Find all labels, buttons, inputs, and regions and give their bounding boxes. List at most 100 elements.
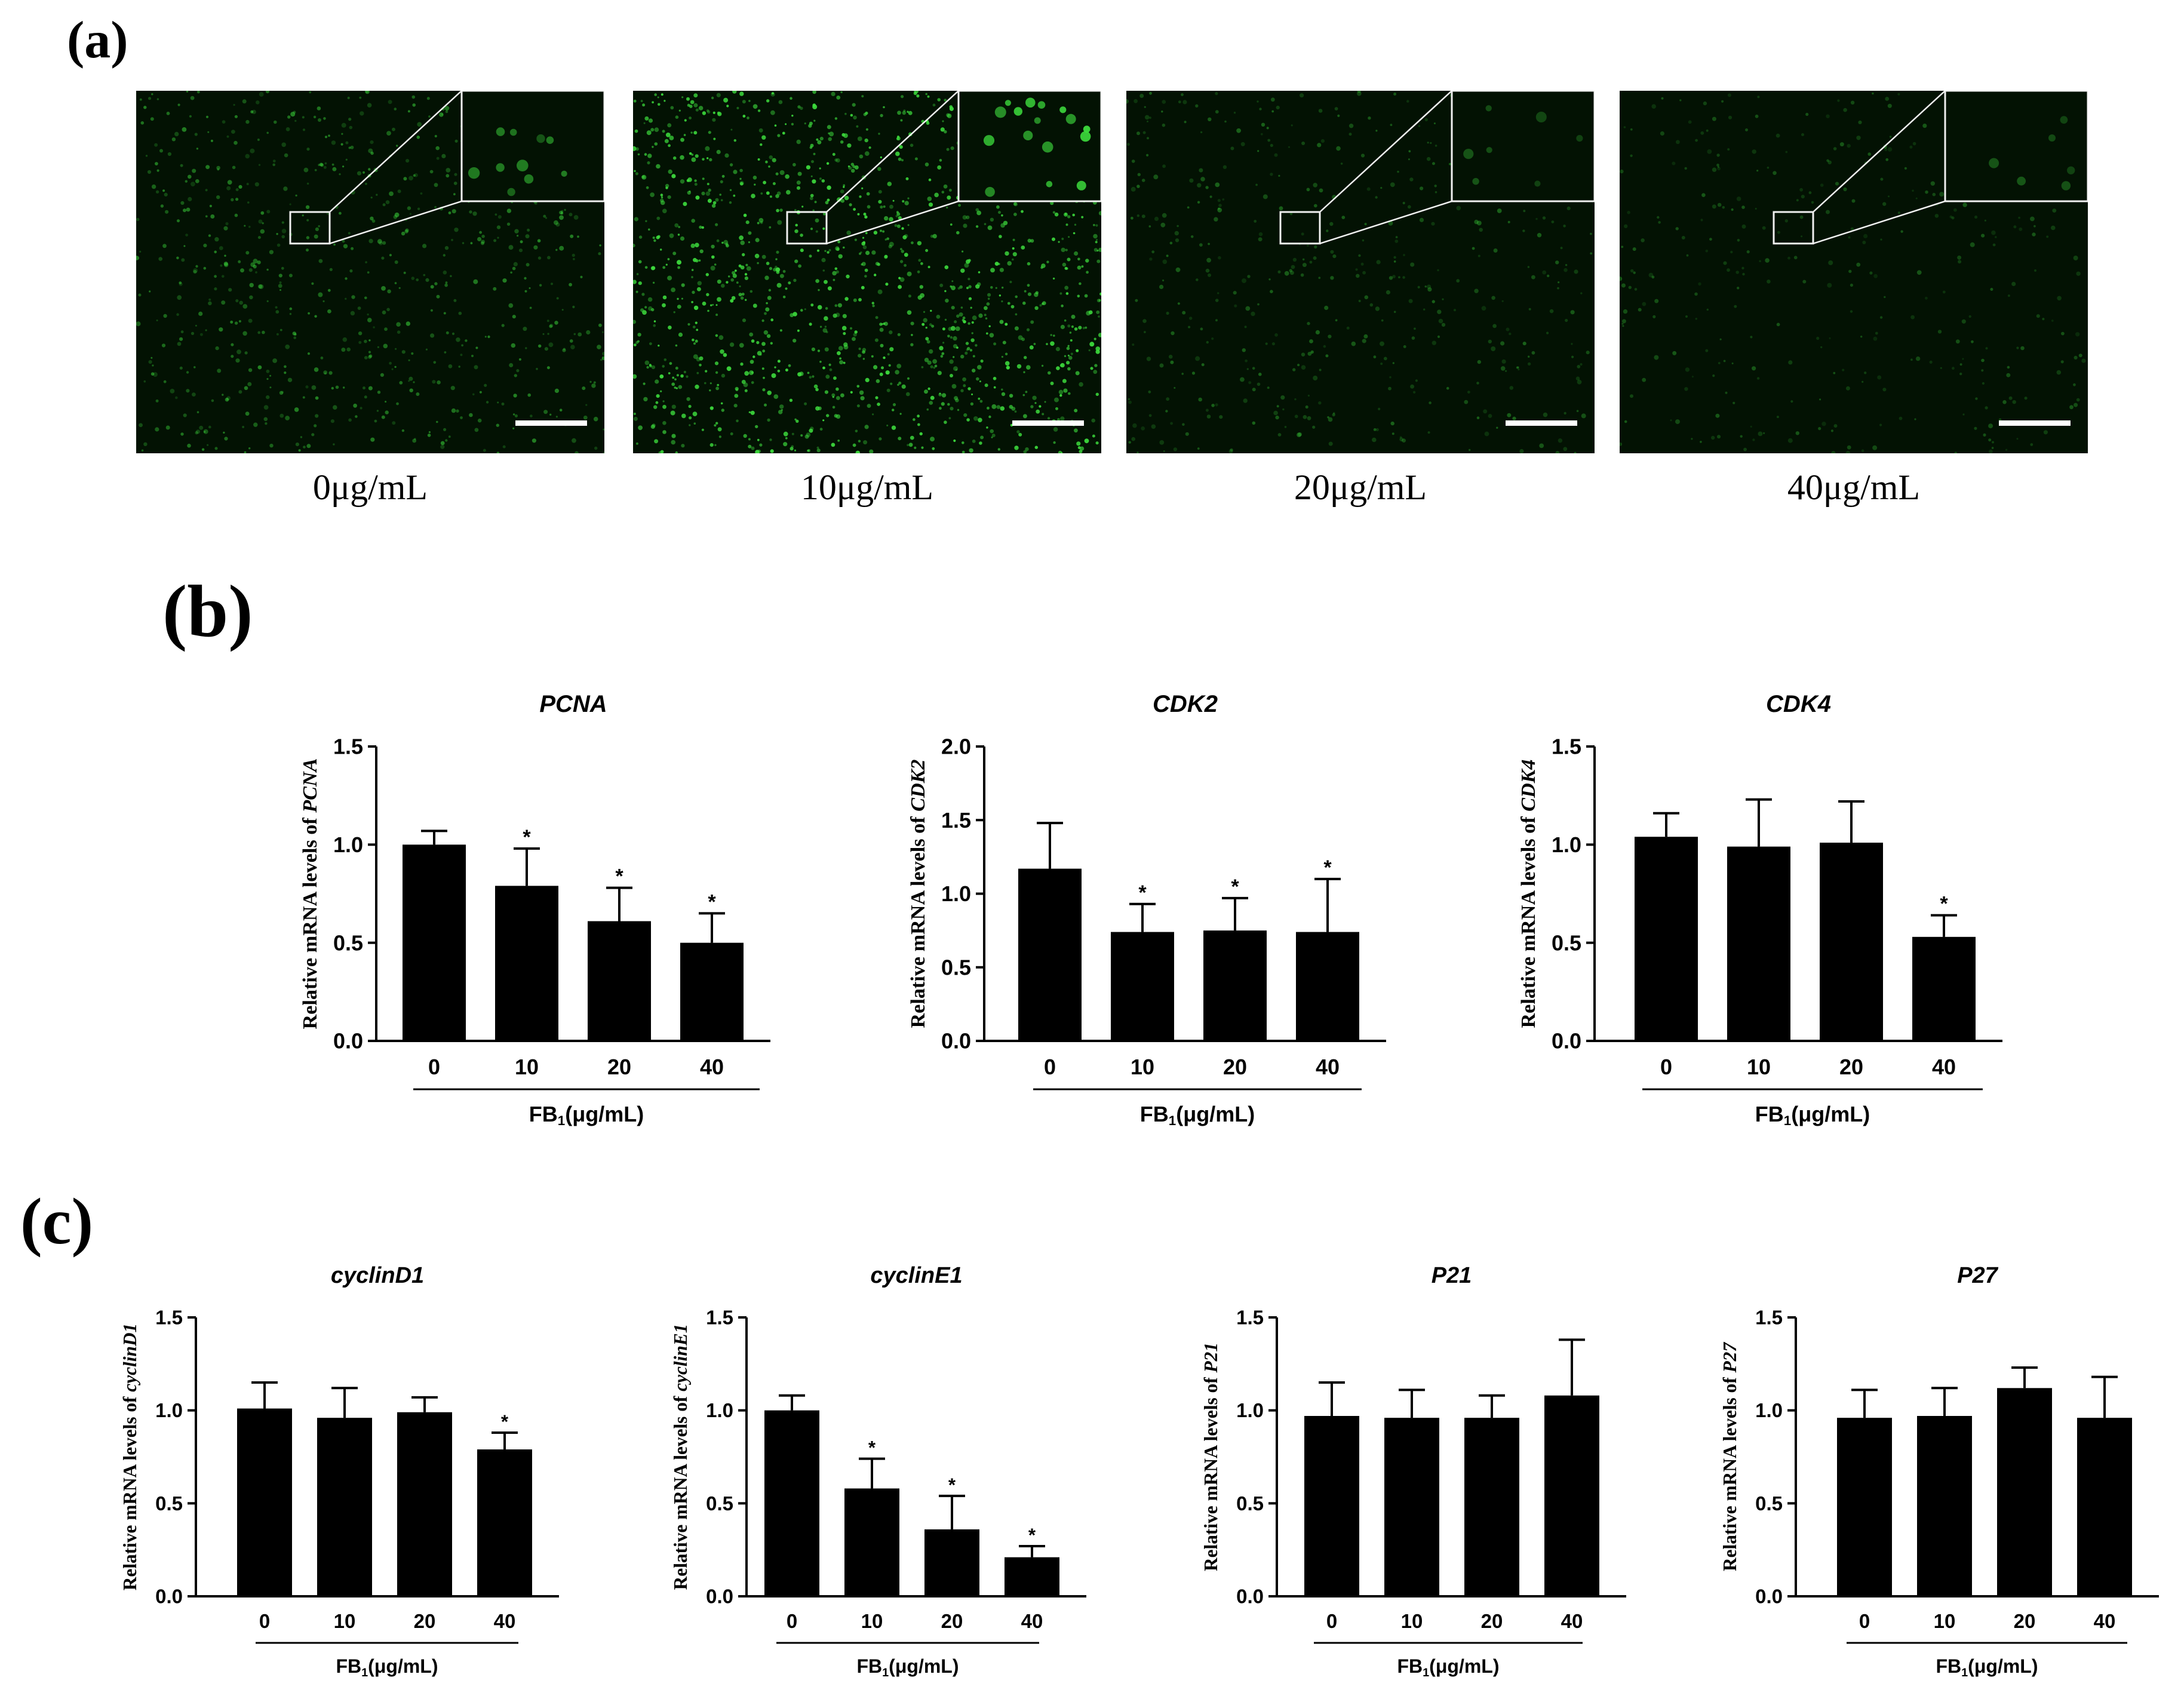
x-tick-label: 10 (515, 1055, 539, 1079)
bar-chart-CDK2: CDK2 0.0 0.5 1.0 1.5 2.0 Relative mRNA levels … (907, 691, 1386, 1128)
x-tick-label: 0 (1660, 1055, 1672, 1079)
y-axis-label: Relative mRNA levels of CDK2 (907, 759, 929, 1028)
bar (1635, 837, 1698, 1041)
x-tick-label: 10 (1401, 1610, 1423, 1632)
y-axis-label: Relative mRNA levels of P21 (1200, 1342, 1221, 1571)
x-tick-label: 0 (787, 1610, 797, 1632)
bar (397, 1412, 452, 1596)
scale-bar (1012, 420, 1084, 426)
y-tick-label: 0.0 (941, 1029, 971, 1053)
bar (1304, 1416, 1359, 1596)
x-tick-label: 20 (1223, 1055, 1247, 1079)
x-tick-label: 40 (2094, 1610, 2116, 1632)
chart-title: CDK2 (1153, 691, 1218, 717)
y-tick-label: 1.5 (333, 735, 363, 759)
micrograph-image (1126, 91, 1595, 453)
chart-title: cyclinD1 (331, 1263, 424, 1288)
micrograph-2 (1126, 91, 1595, 453)
y-tick-label: 1.0 (941, 881, 971, 906)
y-tick-label: 1.5 (1755, 1307, 1783, 1329)
significance-star: * (868, 1437, 876, 1458)
significance-star: * (1231, 875, 1239, 898)
y-tick-label: 1.0 (155, 1399, 183, 1421)
chart-title: PCNA (539, 691, 607, 717)
y-tick-label: 1.5 (1236, 1307, 1264, 1329)
y-tick-label: 1.5 (155, 1307, 183, 1329)
micrograph-caption: 20μg/mL (1294, 468, 1427, 507)
micrograph-3 (1620, 91, 2088, 453)
x-axis-label: FB1(μg/mL) (856, 1655, 959, 1679)
panel-label-b: (b) (162, 570, 253, 652)
panel-label-a: (a) (67, 11, 128, 69)
significance-star: * (615, 865, 623, 888)
significance-star: * (501, 1411, 509, 1432)
bar (2077, 1418, 2132, 1596)
bar-chart-P21: P21 0.0 0.5 1.0 1.5 Relative mRNA levels of P… (1200, 1263, 1626, 1679)
micrograph-0 (136, 91, 604, 453)
bar (1384, 1418, 1439, 1596)
y-axis-label: Relative mRNA levels of CDK4 (1518, 759, 1540, 1028)
bar (1997, 1388, 2052, 1596)
bar (1111, 932, 1174, 1041)
bar (1820, 843, 1883, 1041)
bar (1912, 936, 1976, 1041)
x-tick-label: 40 (1021, 1610, 1043, 1632)
y-tick-label: 0.5 (1236, 1492, 1264, 1514)
y-tick-label: 1.5 (706, 1307, 733, 1329)
significance-star: * (1323, 856, 1332, 879)
significance-star: * (708, 890, 716, 913)
y-tick-label: 0.5 (1755, 1492, 1783, 1514)
chart-title: P27 (1957, 1263, 1998, 1288)
bar (924, 1529, 979, 1596)
x-tick-label: 20 (1481, 1610, 1503, 1632)
bar (844, 1488, 899, 1596)
micrograph-1 (633, 91, 1101, 453)
x-tick-label: 20 (2014, 1610, 2036, 1632)
bar (1296, 932, 1359, 1041)
y-tick-label: 0.0 (333, 1029, 363, 1053)
chart-title: cyclinE1 (870, 1263, 962, 1288)
x-tick-label: 0 (428, 1055, 440, 1079)
x-tick-label: 20 (414, 1610, 436, 1632)
y-tick-label: 0.0 (1236, 1586, 1264, 1608)
scale-bar (1999, 420, 2071, 426)
chart-title: CDK4 (1766, 691, 1831, 717)
bar (495, 886, 558, 1041)
y-tick-label: 1.0 (706, 1399, 733, 1421)
bar (1544, 1395, 1599, 1596)
micrograph-caption: 40μg/mL (1787, 468, 1921, 507)
y-axis-label: Relative mRNA levels of cyclinE1 (670, 1324, 691, 1590)
x-tick-label: 0 (1859, 1610, 1870, 1632)
bar (1464, 1418, 1519, 1596)
significance-star: * (523, 826, 531, 849)
x-tick-label: 40 (494, 1610, 516, 1632)
significance-star: * (948, 1474, 956, 1495)
x-tick-label: 10 (1131, 1055, 1154, 1079)
x-tick-label: 40 (1561, 1610, 1583, 1632)
x-tick-label: 40 (1316, 1055, 1340, 1079)
bar (1837, 1418, 1892, 1596)
micrograph-caption: 0μg/mL (312, 468, 428, 507)
y-tick-label: 1.0 (1236, 1399, 1264, 1421)
x-axis-label: FB1(μg/mL) (529, 1102, 644, 1128)
bar (764, 1410, 819, 1596)
scale-bar (1506, 420, 1577, 426)
x-tick-label: 20 (1839, 1055, 1863, 1079)
chart-title: P21 (1432, 1263, 1472, 1288)
bar (403, 844, 466, 1041)
x-tick-label: 20 (941, 1610, 963, 1632)
y-tick-label: 1.0 (333, 832, 363, 857)
x-axis-label: FB1(μg/mL) (1936, 1655, 2038, 1679)
bar-chart-PCNA: PCNA 0.0 0.5 1.0 1.5 Relative mRNA levels of … (299, 691, 770, 1128)
micrograph-image (1620, 91, 2088, 453)
y-axis-label: Relative mRNA levels of PCNA (299, 758, 321, 1030)
bar (1018, 868, 1082, 1041)
panel-label-c: (c) (20, 1185, 94, 1258)
bar-chart-P27: P27 0.0 0.5 1.0 1.5 Relative mRNA levels of P… (1719, 1263, 2159, 1679)
bar (237, 1408, 292, 1596)
y-tick-label: 2.0 (941, 735, 971, 759)
bar (680, 942, 744, 1041)
y-tick-label: 0.5 (155, 1492, 183, 1514)
x-axis-label: FB1(μg/mL) (1755, 1102, 1870, 1128)
bar (1727, 846, 1790, 1041)
